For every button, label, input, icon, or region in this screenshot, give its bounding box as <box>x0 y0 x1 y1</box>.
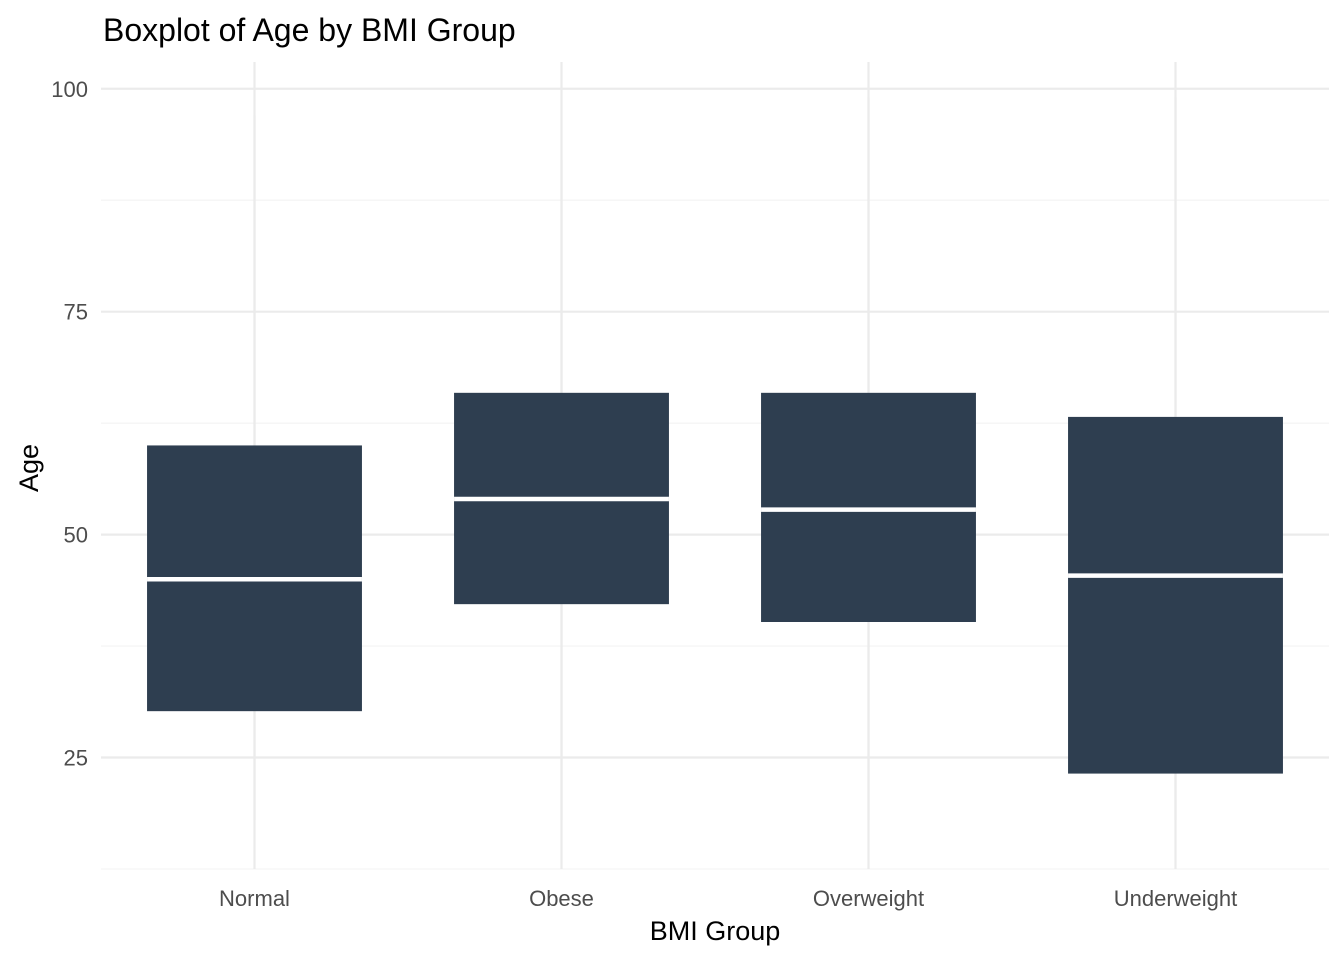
chart-title: Boxplot of Age by BMI Group <box>103 12 516 48</box>
x-tick-label: Obese <box>529 886 594 911</box>
x-tick-label: Overweight <box>813 886 924 911</box>
box-underweight <box>1068 416 1283 774</box>
x-axis-title: BMI Group <box>650 916 781 946</box>
x-tick-label: Normal <box>219 886 290 911</box>
y-tick-label: 50 <box>64 523 88 548</box>
y-tick-label: 75 <box>64 300 88 325</box>
boxes <box>147 392 1283 774</box>
y-axis-title: Age <box>14 444 44 492</box>
y-tick-label: 25 <box>64 746 88 771</box>
whiskers <box>253 97 1177 820</box>
x-axis-ticks: Normal Obese Overweight Underweight <box>219 886 1237 911</box>
y-tick-label: 100 <box>51 77 88 102</box>
y-axis-ticks: 25 50 75 100 <box>51 77 88 771</box>
x-tick-label: Underweight <box>1114 886 1238 911</box>
